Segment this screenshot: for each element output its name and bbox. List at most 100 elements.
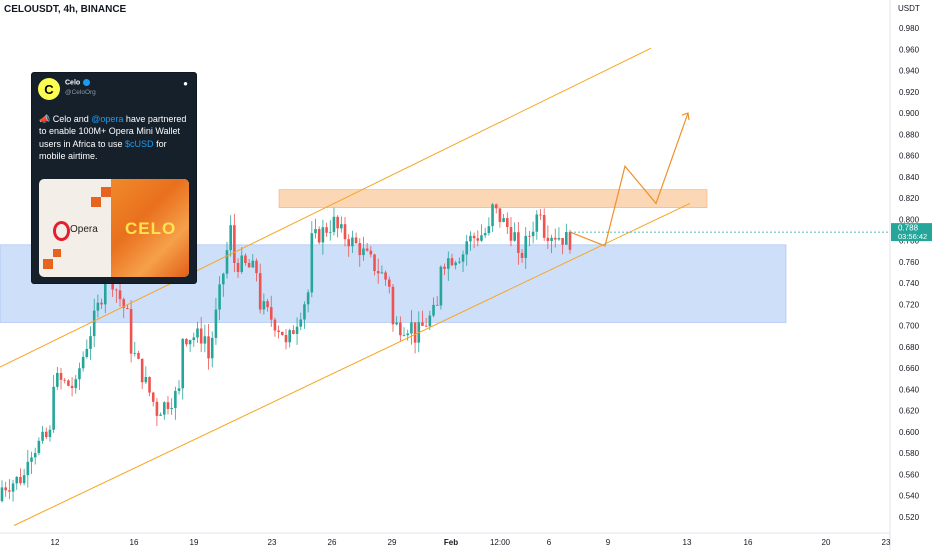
price-tick-label: 0.700	[899, 322, 920, 331]
candle-body	[391, 286, 395, 325]
candle-body	[115, 289, 118, 291]
last-price-tag	[891, 223, 932, 242]
candle-body	[199, 328, 203, 344]
price-tick-label: 0.860	[899, 152, 920, 161]
candle-body	[413, 322, 417, 343]
candle-body	[262, 301, 266, 310]
price-tick-label: 0.680	[899, 343, 920, 352]
candle-body	[155, 401, 159, 416]
price-tick-label: 0.920	[899, 88, 920, 97]
price-tick-label: 0.600	[899, 428, 920, 437]
candle-body	[258, 273, 262, 310]
candle-body	[410, 322, 413, 334]
time-tick-label: 6	[547, 538, 552, 547]
candle-body	[140, 358, 144, 383]
candle-body	[277, 330, 280, 332]
image-brand-celo: CELO	[125, 219, 177, 238]
candle-body	[22, 475, 26, 484]
candle-body	[546, 237, 550, 241]
price-tick-label: 0.780	[899, 237, 920, 246]
projection-path	[569, 112, 689, 247]
mention-link: @opera	[91, 114, 124, 124]
candle-body	[52, 386, 55, 430]
price-tick-label: 0.980	[899, 24, 920, 33]
candle-body	[148, 377, 151, 393]
candle-body	[517, 232, 520, 253]
candle-body	[469, 235, 472, 242]
candle-body	[450, 258, 454, 266]
candle-body	[480, 235, 483, 241]
opera-logo-icon	[53, 221, 70, 241]
candle-body	[273, 319, 277, 331]
time-tick-label: 23	[268, 538, 277, 547]
candle-body	[347, 239, 351, 247]
candle-body	[561, 238, 564, 245]
candle-body	[332, 216, 336, 232]
candle-body	[439, 266, 443, 306]
candle-body	[476, 238, 480, 241]
candle-body	[221, 273, 225, 285]
image-brand-opera: Opera	[70, 224, 98, 235]
candle-body	[568, 232, 572, 250]
candle-body	[303, 304, 306, 320]
candle-body	[454, 262, 457, 266]
time-tick-label: 13	[683, 538, 692, 547]
candle-body	[33, 453, 37, 458]
candle-body	[435, 304, 439, 306]
price-tick-label: 0.840	[899, 173, 920, 182]
candle-body	[306, 292, 310, 305]
candle-body	[266, 301, 269, 308]
candle-body	[513, 232, 516, 241]
candle-body	[81, 356, 85, 369]
candle-body	[399, 322, 402, 336]
candle-body	[19, 476, 22, 484]
candle-body	[37, 440, 41, 454]
candle-body	[565, 232, 568, 245]
candle-body	[133, 352, 137, 354]
candle-body	[284, 334, 288, 343]
avatar: C	[38, 78, 60, 100]
candle-body	[118, 290, 122, 300]
cashtag-link: $cUSD	[125, 138, 154, 149]
candle-body	[11, 483, 15, 492]
candle-body	[402, 335, 406, 336]
candle-body	[406, 333, 410, 336]
candle-body	[225, 250, 229, 274]
tweet-handle: @CeloOrg	[65, 89, 96, 96]
price-tick-label: 0.800	[899, 215, 920, 224]
price-axis-currency: USDT	[898, 4, 920, 13]
candle-body	[207, 336, 210, 359]
tweet-image: Opera CELO	[39, 179, 189, 277]
candle-body	[487, 226, 491, 234]
candle-body	[314, 229, 317, 234]
candle-body	[244, 255, 247, 264]
candle-body	[376, 271, 380, 274]
tweet-account-name: Celo	[65, 79, 91, 86]
time-tick-label: 26	[328, 538, 337, 547]
candle-body	[78, 368, 81, 380]
candle-body	[170, 407, 173, 410]
candle-body	[89, 336, 92, 349]
price-tick-label: 0.660	[899, 364, 920, 373]
candle-body	[325, 227, 328, 233]
projection-arrowhead-icon	[681, 112, 690, 121]
candle-body	[151, 392, 155, 402]
price-tick-label: 0.580	[899, 449, 920, 458]
candle-body	[159, 414, 162, 416]
price-tick-label: 0.740	[899, 279, 920, 288]
candle-body	[343, 224, 347, 240]
price-tick-label: 0.820	[899, 194, 920, 203]
image-orange-panel	[111, 179, 189, 277]
price-tick-label: 0.880	[899, 130, 920, 139]
candle-body	[188, 340, 192, 345]
candle-body	[299, 319, 303, 327]
candle-body	[443, 266, 446, 269]
candle-body	[483, 233, 487, 236]
candle-body	[472, 235, 476, 239]
candle-body	[321, 227, 325, 243]
candle-body	[129, 308, 133, 354]
candle-body	[74, 379, 78, 389]
candle-body	[531, 231, 535, 237]
candle-body	[328, 231, 332, 233]
candle-body	[458, 261, 461, 263]
